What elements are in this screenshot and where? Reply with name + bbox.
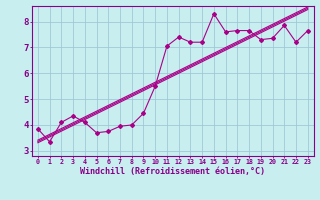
X-axis label: Windchill (Refroidissement éolien,°C): Windchill (Refroidissement éolien,°C) (80, 167, 265, 176)
